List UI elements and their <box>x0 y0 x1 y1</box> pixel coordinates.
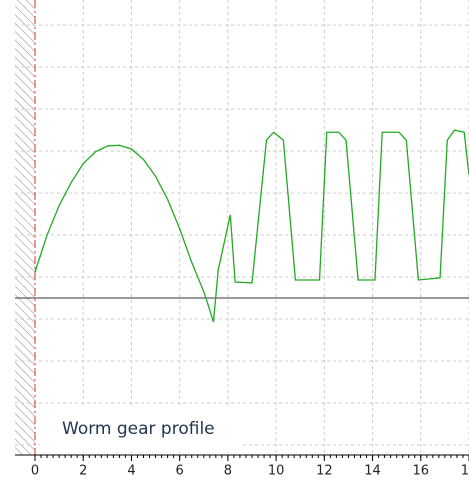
x-tick-label: 0 <box>31 464 39 479</box>
x-tick-label: 2 <box>79 464 87 479</box>
x-tick-label: 6 <box>176 464 184 479</box>
x-tick-label: 4 <box>127 464 135 479</box>
chart-title: Worm gear profile <box>62 419 215 439</box>
x-tick-label: 16 <box>413 464 430 479</box>
label-box <box>40 406 240 452</box>
x-tick-label: 14 <box>364 464 381 479</box>
x-tick-label: 10 <box>268 464 285 479</box>
x-tick-label: 8 <box>224 464 232 479</box>
data-line <box>34 129 469 323</box>
hatched-region <box>15 0 35 455</box>
x-tick-label: 12 <box>316 464 333 479</box>
x-tick-label: 18 <box>461 464 469 479</box>
